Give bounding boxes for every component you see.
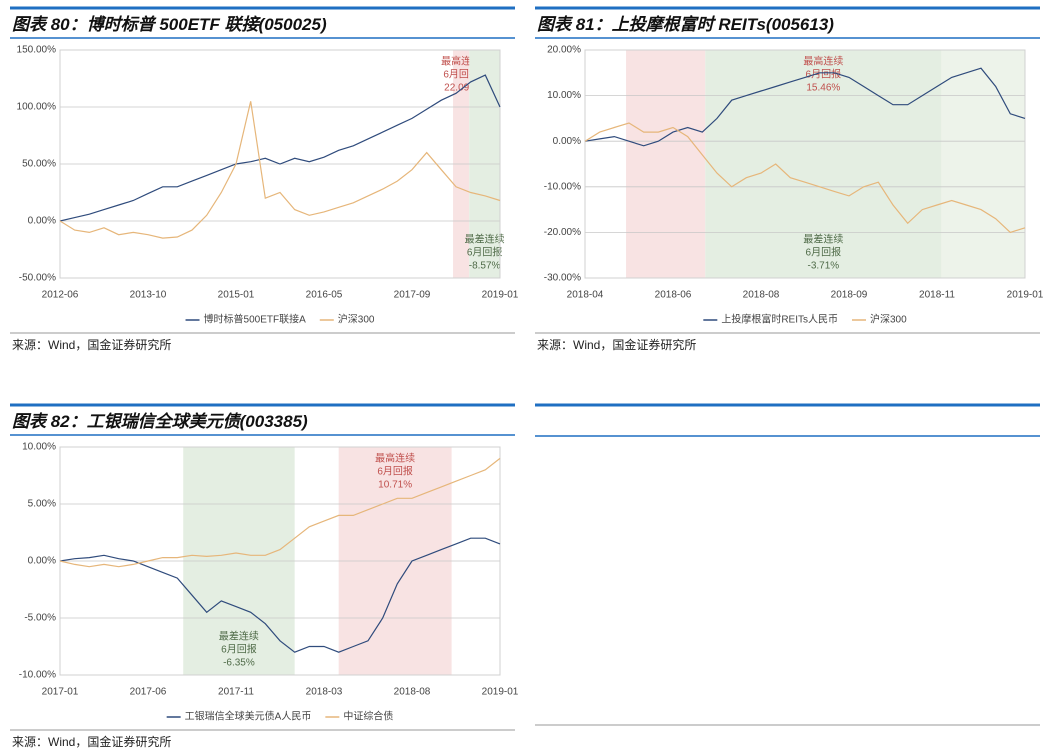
annotation: 最高连续 (803, 55, 843, 68)
y-tick-label: -10.00% (544, 181, 581, 192)
legend-label: 博时标普500ETF联接A (204, 313, 307, 326)
annotation: 最差连续 (465, 233, 505, 246)
x-tick-label: 2017-01 (42, 687, 79, 698)
annotation: 6月回报 (221, 643, 257, 656)
y-tick-label: 150.00% (17, 45, 57, 56)
y-tick-label: 50.00% (22, 159, 56, 170)
legend: 博时标普500ETF联接A 沪深300 (185, 313, 375, 326)
y-tick-label: -5.00% (24, 613, 56, 624)
y-tick-label: 0.00% (28, 556, 56, 567)
legend-label: 上投摩根富时REITs人民币 (721, 313, 838, 326)
x-tick-label: 2013-10 (130, 290, 167, 301)
x-tick-label: 2018-08 (394, 687, 431, 698)
y-tick-label: -20.00% (544, 227, 581, 238)
highlight-band (941, 50, 1025, 278)
series-line (59, 74, 501, 222)
legend-label: 中证综合债 (343, 710, 393, 723)
x-tick-label: 2019-01 (482, 290, 519, 301)
annotation: 最差连续 (803, 233, 843, 246)
annotation: 15.46% (806, 83, 840, 94)
x-tick-label: 2012-06 (42, 290, 79, 301)
legend-label: 沪深300 (338, 313, 375, 326)
source-note: 来源：Wind，国金证券研究所 (12, 337, 171, 352)
annotation: -6.35% (223, 658, 255, 669)
y-tick-label: 10.00% (22, 442, 56, 453)
series-line (584, 122, 1026, 234)
y-tick-label: -10.00% (19, 670, 56, 681)
plot-frame (584, 49, 1026, 279)
y-tick-label: 100.00% (17, 102, 57, 113)
x-tick-label: 2019-01 (1007, 290, 1044, 301)
x-tick-label: 2017-06 (130, 687, 167, 698)
x-tick-label: 2018-08 (743, 290, 780, 301)
x-tick-label: 2018-06 (655, 290, 692, 301)
highlight-band (626, 50, 706, 278)
series-line (59, 101, 501, 239)
annotation: 10.71% (378, 480, 412, 491)
series-line (59, 457, 501, 568)
annotation: 6月回报 (377, 465, 413, 478)
legend: 上投摩根富时REITs人民币 沪深300 (703, 313, 907, 326)
annotation: 6月回报 (467, 246, 503, 259)
y-tick-label: 10.00% (547, 90, 581, 101)
x-tick-label: 2016-05 (306, 290, 343, 301)
annotation: 最高连续 (375, 452, 415, 465)
source-note: 来源：Wind，国金证券研究所 (537, 337, 696, 352)
chart-title: 图表 81：上投摩根富时 REITs(005613) (537, 15, 834, 34)
y-tick-label: -50.00% (19, 273, 56, 284)
highlight-band (705, 50, 942, 278)
x-tick-label: 2017-09 (394, 290, 431, 301)
series-line (584, 67, 1026, 147)
annotation: 最差连续 (219, 630, 259, 643)
y-tick-label: 0.00% (28, 216, 56, 227)
chart-title: 图表 82：工银瑞信全球美元债(003385) (12, 412, 308, 431)
x-tick-label: 2018-09 (831, 290, 868, 301)
source-note: 来源：Wind，国金证券研究所 (12, 734, 171, 749)
x-tick-label: 2015-01 (218, 290, 255, 301)
annotation: 6月回报 (806, 68, 842, 81)
x-tick-label: 2017-11 (218, 687, 254, 698)
y-tick-label: 5.00% (28, 499, 56, 510)
legend: 工银瑞信全球美元债A人民币 中证综合债 (166, 710, 393, 723)
y-tick-label: -30.00% (544, 273, 581, 284)
x-tick-label: 2019-01 (482, 687, 519, 698)
series-line (59, 537, 501, 653)
chart-title: 图表 80：博时标普 500ETF 联接(050025) (12, 15, 327, 34)
x-tick-label: 2018-11 (919, 290, 955, 301)
annotation: 6月回报 (806, 246, 842, 259)
y-tick-label: 0.00% (553, 136, 581, 147)
x-tick-label: 2018-04 (567, 290, 604, 301)
legend-label: 工银瑞信全球美元债A人民币 (185, 710, 312, 723)
annotation: -8.57% (469, 261, 501, 272)
plot-frame (59, 49, 501, 279)
annotation: 22.09% (444, 83, 478, 94)
annotation: -3.71% (807, 261, 839, 272)
legend-label: 沪深300 (870, 313, 907, 326)
y-tick-label: 20.00% (547, 45, 581, 56)
x-tick-label: 2018-03 (306, 687, 343, 698)
